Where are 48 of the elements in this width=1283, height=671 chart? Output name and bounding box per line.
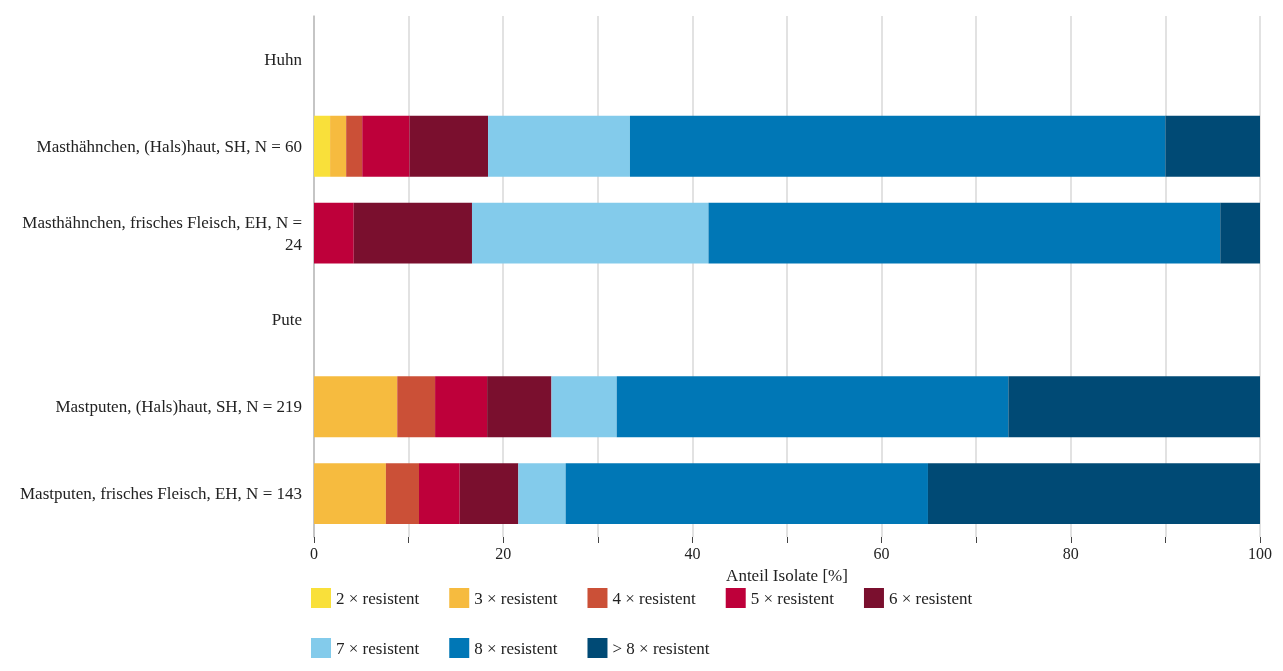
bar	[419, 463, 460, 524]
bar	[1220, 202, 1260, 264]
bar	[314, 115, 331, 177]
legend-label: 8 × resistent	[474, 638, 558, 658]
y-tick-label: Masthähnchen, frisches Fleisch, EH, N = 24	[22, 212, 303, 254]
x-axis-title: Anteil Isolate [%]	[726, 566, 848, 585]
x-tick-label: 20	[495, 544, 512, 562]
bar	[314, 376, 398, 438]
bar	[551, 376, 617, 438]
bar	[362, 115, 410, 177]
bar	[459, 463, 519, 524]
x-tick-label: 80	[1062, 544, 1079, 562]
bar	[346, 115, 363, 177]
bar	[487, 376, 552, 438]
y-tick-label: Mastputen, frisches Fleisch, EH, N = 143	[19, 484, 302, 504]
bar	[409, 115, 489, 177]
y-tick-label: Mastputen, (Hals)haut, SH, N = 219	[55, 397, 302, 417]
legend-label: 5 × resistent	[750, 588, 835, 608]
legend-label: 2 × resistent	[336, 588, 420, 608]
bar	[353, 202, 472, 264]
legend-label: 3 × resistent	[474, 588, 558, 608]
bar	[1008, 376, 1260, 438]
bar	[1165, 115, 1260, 177]
x-tick-label: 40	[684, 544, 701, 562]
y-tick-label: Masthähnchen, (Hals)haut, SH, N = 60	[36, 136, 302, 156]
legend-label: > 8 × resistent	[612, 638, 710, 658]
x-tick-label: 60	[873, 544, 890, 562]
legend-label: 7 × resistent	[336, 638, 420, 658]
bar	[314, 202, 354, 264]
x-tick-label: 0	[310, 544, 318, 562]
bar	[488, 115, 630, 177]
bar	[435, 376, 488, 438]
bar	[314, 463, 386, 524]
bar	[927, 463, 1260, 524]
bar	[330, 115, 347, 177]
bar	[565, 463, 928, 524]
bar	[616, 376, 1009, 438]
bar	[471, 202, 709, 264]
bar	[518, 463, 566, 524]
bar	[385, 463, 420, 524]
x-tick-label: 100	[1248, 544, 1272, 562]
legend-label: 6 × resistent	[888, 588, 973, 608]
bar	[708, 202, 1221, 264]
bar	[397, 376, 436, 438]
y-tick-label: Huhn	[264, 49, 303, 69]
y-tick-label: Pute	[271, 310, 302, 330]
bar	[629, 115, 1166, 177]
legend-label: 4 × resistent	[612, 588, 696, 608]
